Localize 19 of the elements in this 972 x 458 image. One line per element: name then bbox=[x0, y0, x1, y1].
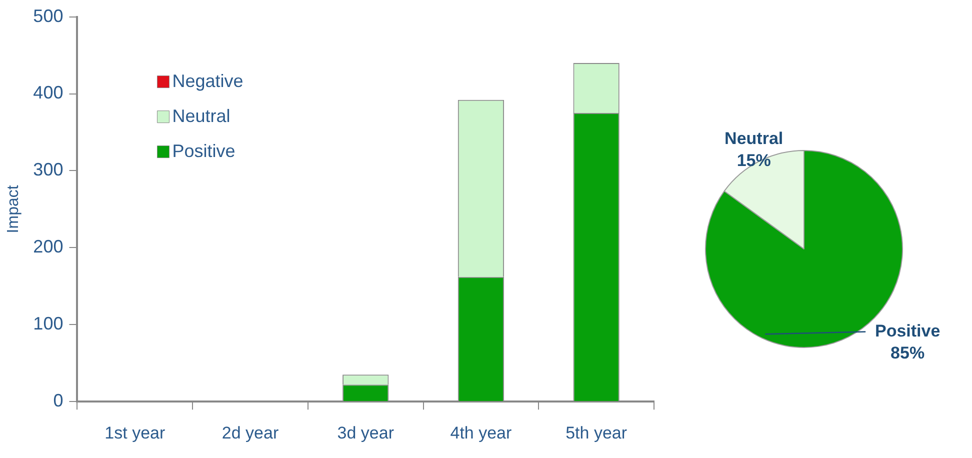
legend-label: Negative bbox=[172, 70, 244, 91]
legend-label: Neutral bbox=[172, 106, 230, 126]
y-tick-label: 100 bbox=[33, 314, 64, 334]
y-axis-title: Impact bbox=[5, 184, 22, 234]
y-tick-label: 400 bbox=[33, 82, 64, 103]
y-tick-label: 0 bbox=[53, 390, 64, 411]
x-tick-label: 2d year bbox=[222, 423, 279, 442]
y-tick-label: 300 bbox=[33, 160, 64, 180]
slice-label: Neutral bbox=[724, 129, 784, 148]
x-tick-label: 5th year bbox=[566, 423, 628, 442]
x-tick-label: 4th year bbox=[450, 423, 512, 442]
legend-label: Positive bbox=[172, 140, 236, 161]
slice-label: Positive bbox=[874, 321, 940, 340]
data-label: 15% bbox=[736, 151, 771, 170]
data-label: 85% bbox=[890, 343, 925, 362]
y-tick-label: 500 bbox=[33, 6, 64, 26]
x-tick-label: 3d year bbox=[337, 423, 394, 442]
x-tick-label: 1st year bbox=[104, 423, 166, 442]
y-tick-label: 200 bbox=[33, 236, 64, 257]
